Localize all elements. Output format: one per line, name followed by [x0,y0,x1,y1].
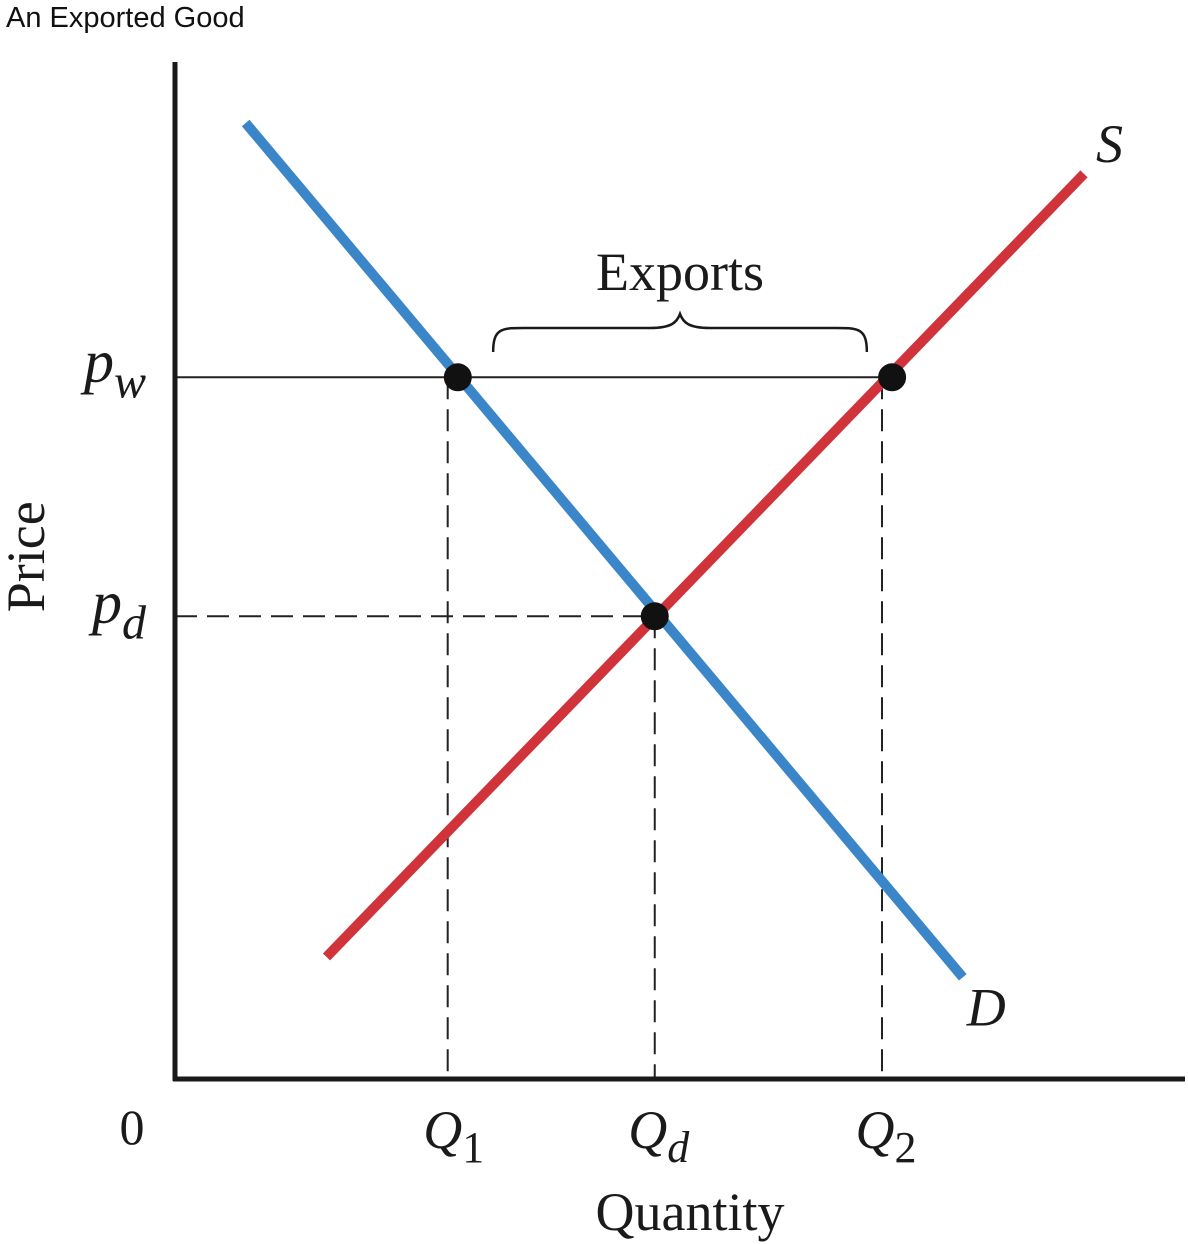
marker-Q1-pw [443,363,472,392]
qd-sub: d [667,1123,690,1172]
demand-curve [241,119,967,981]
q1-label: Q1 [423,1100,484,1172]
exports-label: Exports [596,242,764,302]
origin-label: 0 [120,1099,145,1155]
chart-title: An Exported Good [6,2,245,34]
world-price-label: pw [80,328,146,408]
supply-curve [322,170,1088,961]
domestic-price-base: p [88,569,122,635]
y-axis-label: Price [0,501,56,612]
q1-base: Q [423,1100,462,1160]
qd-base: Q [628,1100,667,1160]
qd-label: Qd [628,1100,690,1172]
world-price-sub: w [114,355,146,408]
world-price-base: p [80,328,114,394]
marker-Q2-pw [878,363,907,392]
demand-label: D [966,977,1006,1037]
marker-equilibrium [640,602,669,631]
q2-base: Q [856,1100,895,1160]
q1-sub: 1 [462,1123,484,1172]
exports-brace [491,310,869,353]
supply-label: S [1096,114,1123,174]
q2-sub: 2 [895,1123,917,1172]
domestic-price-sub: d [122,596,147,649]
x-axis-label: Quantity [596,1182,785,1242]
domestic-price-label: pd [88,569,147,649]
q2-label: Q2 [856,1100,917,1172]
